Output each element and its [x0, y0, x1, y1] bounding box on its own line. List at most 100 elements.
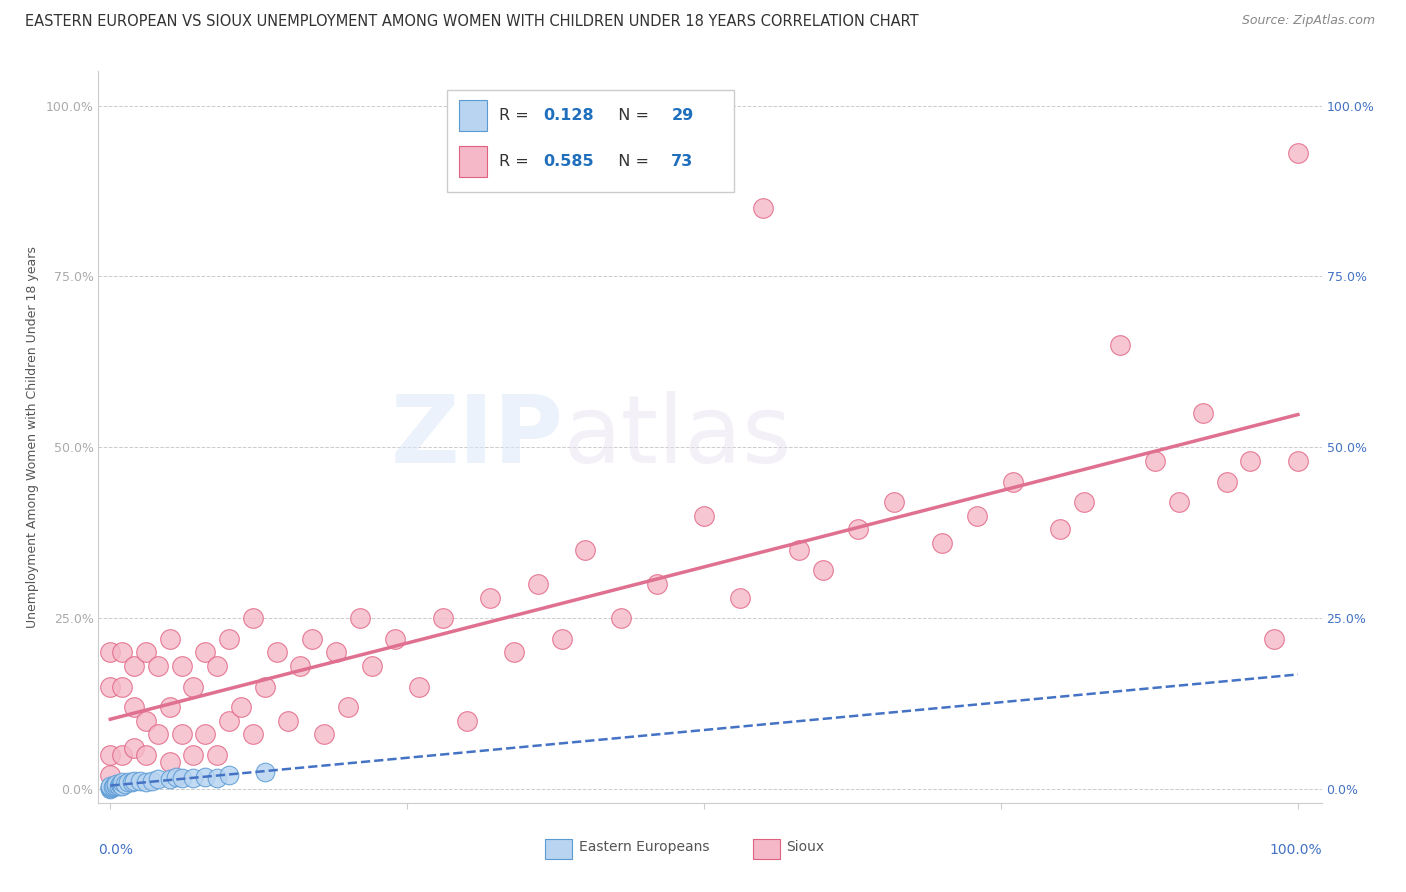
Point — [253, 680, 276, 694]
Point — [242, 727, 264, 741]
Point — [159, 632, 181, 646]
Point — [135, 747, 157, 762]
Point — [194, 727, 217, 741]
Point — [301, 632, 323, 646]
Point — [98, 680, 121, 694]
Point — [183, 680, 205, 694]
Point — [1168, 495, 1191, 509]
Point — [811, 563, 834, 577]
Point — [110, 778, 132, 792]
Point — [349, 611, 371, 625]
Point — [135, 645, 157, 659]
Point — [98, 768, 121, 782]
Point — [129, 773, 152, 788]
Point — [194, 770, 217, 784]
Point — [574, 542, 596, 557]
Point — [107, 779, 129, 793]
Point — [456, 714, 478, 728]
Point — [931, 536, 953, 550]
Point — [183, 771, 205, 785]
Point — [98, 779, 121, 793]
Point — [122, 773, 145, 788]
Point — [111, 747, 134, 762]
Point — [479, 591, 502, 605]
Point — [111, 645, 134, 659]
Point — [1215, 475, 1237, 489]
Point — [170, 727, 193, 741]
Point — [550, 632, 572, 646]
Point — [114, 777, 136, 791]
Point — [98, 780, 121, 795]
Point — [408, 680, 430, 694]
Point — [98, 780, 121, 794]
Point — [170, 771, 193, 785]
Point — [98, 747, 121, 762]
Point — [1073, 495, 1095, 509]
Point — [159, 700, 181, 714]
Point — [1286, 454, 1309, 468]
Point — [146, 727, 169, 741]
Point — [277, 714, 299, 728]
Point — [117, 775, 139, 789]
Point — [432, 611, 454, 625]
Point — [194, 645, 217, 659]
Bar — [752, 838, 780, 859]
Point — [1192, 406, 1215, 420]
Point — [121, 775, 143, 789]
Y-axis label: Unemployment Among Women with Children Under 18 years: Unemployment Among Women with Children U… — [25, 246, 39, 628]
Point — [266, 645, 288, 659]
Point — [170, 659, 193, 673]
Text: 0.0%: 0.0% — [98, 843, 134, 857]
Point — [205, 771, 228, 785]
Point — [218, 768, 240, 782]
Point — [1286, 146, 1309, 161]
Point — [105, 777, 128, 791]
Point — [1239, 454, 1261, 468]
Point — [122, 700, 145, 714]
Text: ZIP: ZIP — [391, 391, 564, 483]
Point — [1144, 454, 1167, 468]
Point — [122, 741, 145, 756]
Point — [205, 659, 228, 673]
Point — [787, 542, 810, 557]
Point — [883, 495, 905, 509]
Point — [336, 700, 359, 714]
Point — [205, 747, 228, 762]
Point — [848, 522, 870, 536]
Point — [503, 645, 526, 659]
Point — [165, 770, 187, 784]
Text: 100.0%: 100.0% — [1270, 843, 1322, 857]
Point — [1263, 632, 1285, 646]
Point — [253, 765, 276, 780]
Bar — [546, 838, 572, 859]
Point — [108, 777, 131, 791]
Point — [218, 632, 240, 646]
Text: Source: ZipAtlas.com: Source: ZipAtlas.com — [1241, 14, 1375, 28]
Text: EASTERN EUROPEAN VS SIOUX UNEMPLOYMENT AMONG WOMEN WITH CHILDREN UNDER 18 YEARS : EASTERN EUROPEAN VS SIOUX UNEMPLOYMENT A… — [25, 14, 920, 29]
Point — [111, 680, 134, 694]
Point — [728, 591, 751, 605]
Point — [98, 782, 121, 797]
Point — [290, 659, 312, 673]
Point — [105, 780, 128, 794]
Point — [141, 773, 163, 788]
Point — [103, 779, 125, 793]
Point — [146, 659, 169, 673]
Point — [752, 201, 775, 215]
Point — [122, 659, 145, 673]
Point — [101, 780, 124, 794]
Point — [229, 700, 252, 714]
Text: Eastern Europeans: Eastern Europeans — [579, 840, 710, 855]
Point — [159, 772, 181, 786]
Point — [1049, 522, 1071, 536]
Point — [693, 508, 716, 523]
Point — [218, 714, 240, 728]
Point — [146, 772, 169, 786]
Point — [610, 611, 633, 625]
Point — [242, 611, 264, 625]
Point — [360, 659, 382, 673]
Point — [111, 779, 134, 793]
Point — [384, 632, 406, 646]
Point — [159, 755, 181, 769]
Point — [183, 747, 205, 762]
